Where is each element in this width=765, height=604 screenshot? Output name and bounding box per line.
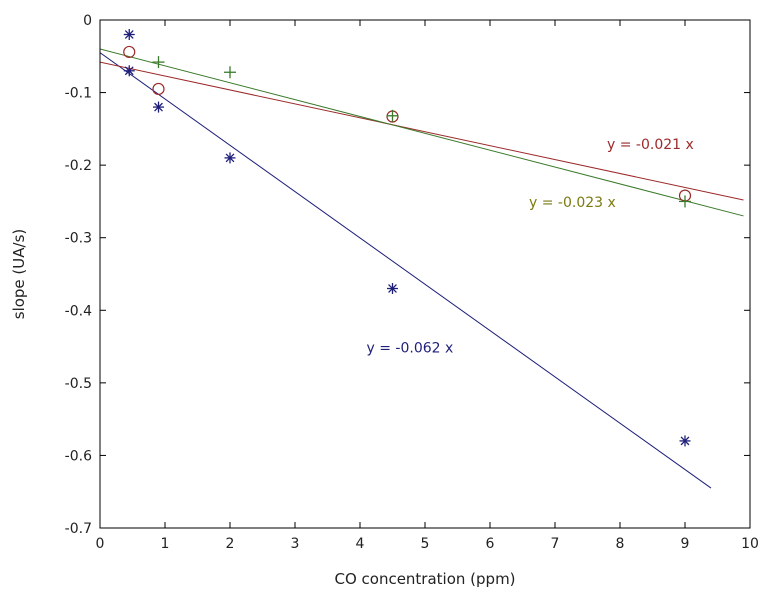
data-point-plus [386,109,399,122]
x-tick-label: 6 [486,536,495,552]
x-tick-label: 0 [96,536,105,552]
x-tick-label: 2 [226,536,235,552]
equation-label: y = -0.062 x [367,340,454,356]
x-tick-label: 8 [616,536,625,552]
data-point-circle [123,45,136,59]
y-tick-label: -0.6 [65,448,92,464]
y-tick-label: -0.4 [65,303,92,319]
fit-lines [100,48,744,489]
x-axis: 0 1 2 3 4 5 6 7 8 9 10 [96,20,759,552]
x-tick-label: 10 [741,536,759,552]
y-tick-label: 0 [83,13,92,29]
x-tick-label: 4 [356,536,365,552]
data-point-circle [152,82,165,96]
data-point-asterisk [224,152,236,164]
fit-line-circle [100,61,744,201]
fit-line-asterisk [100,52,712,489]
x-tick-label: 3 [291,536,300,552]
y-axis: 0 -0.1 -0.2 -0.3 -0.4 -0.5 -0.6 -0.7 [65,13,750,537]
x-tick-label: 1 [161,536,170,552]
data-point-asterisk [387,283,398,295]
data-point-asterisk [123,65,135,77]
x-axis-label: CO concentration (ppm) [334,570,515,588]
data-point-asterisk [153,101,164,113]
data-point-plus [152,56,165,69]
x-tick-label: 5 [421,536,430,552]
y-tick-label: -0.1 [65,86,92,102]
y-axis-label: slope (UA/s) [10,229,28,320]
y-tick-label: -0.7 [65,521,92,537]
equation-label: y = -0.021 x [607,137,694,153]
data-point-plus [224,66,236,79]
data-point-asterisk [123,29,135,41]
equation-labels: y = -0.021 x y = -0.023 x y = -0.062 x [367,137,694,356]
data-point-plus [679,195,691,208]
y-tick-label: -0.2 [65,158,92,174]
data-point-asterisk [679,435,691,447]
fit-line-plus [100,48,744,217]
y-tick-label: -0.5 [65,376,92,392]
x-tick-label: 9 [681,536,690,552]
y-tick-label: -0.3 [65,231,92,247]
x-tick-label: 7 [551,536,560,552]
data-markers [123,29,692,447]
equation-label: y = -0.023 x [529,195,616,211]
